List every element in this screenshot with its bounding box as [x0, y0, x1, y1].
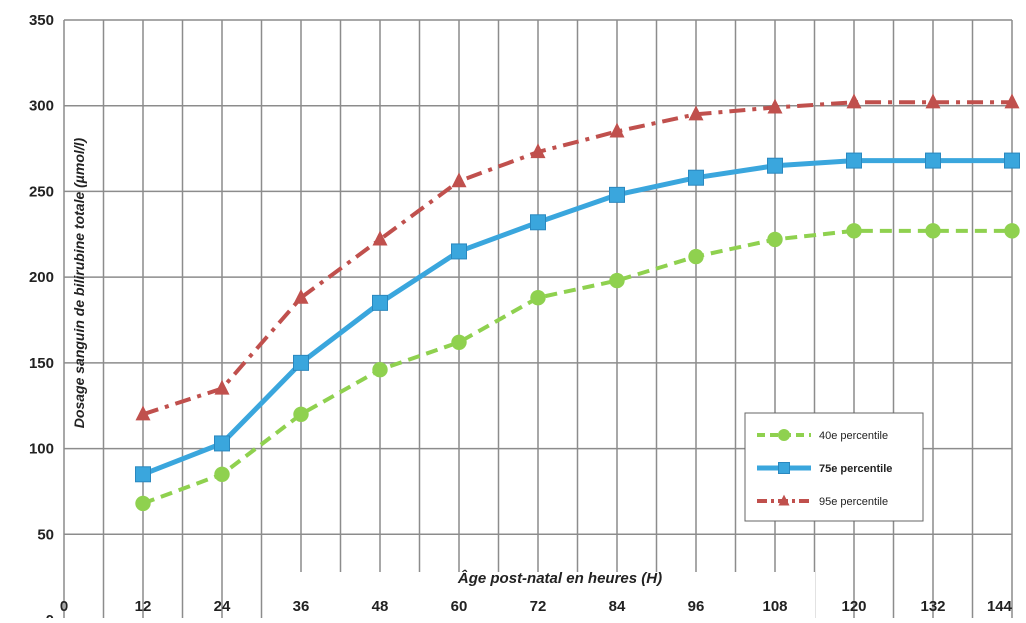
data-point-circle — [688, 248, 704, 265]
x-tick-label: 120 — [841, 598, 866, 615]
y-tick-label: 300 — [29, 98, 54, 115]
data-point-circle — [846, 223, 862, 239]
legend-item: 40e percentile — [757, 428, 888, 442]
data-point-square — [451, 243, 467, 260]
x-tick-label: 72 — [530, 598, 547, 615]
data-point-square — [530, 214, 546, 231]
data-point-circle — [609, 272, 625, 289]
data-point-circle — [767, 231, 783, 248]
data-point-triangle — [925, 93, 941, 109]
data-point-square — [293, 354, 309, 371]
series-95e-percentile — [135, 93, 1020, 421]
data-point-legend-square — [778, 462, 790, 474]
legend-item: 95e percentile — [757, 494, 888, 508]
y-tick-label: 150 — [29, 355, 54, 372]
data-point-triangle — [1004, 93, 1020, 109]
data-point-circle — [451, 334, 467, 350]
series-line — [142, 100, 1012, 417]
data-point-square — [372, 294, 388, 311]
x-tick-label: 24 — [214, 598, 231, 615]
data-point-triangle — [451, 172, 467, 188]
data-point-triangle — [609, 122, 625, 138]
data-point-square — [214, 435, 230, 452]
data-point-circle — [293, 406, 309, 422]
y-tick-label: 200 — [29, 269, 54, 286]
series-line — [142, 158, 1012, 477]
data-point-triangle — [372, 230, 388, 246]
x-tick-label: 36 — [293, 598, 310, 615]
data-point-triangle — [530, 143, 546, 159]
data-point-square — [135, 466, 151, 483]
series-75e-percentile — [135, 152, 1020, 483]
y-axis-tick-labels: 0 50 100 150 200 250 300 350 — [29, 12, 54, 623]
series-line — [142, 228, 1012, 506]
y-tick-label: 100 — [29, 441, 54, 458]
data-point-legend-circle — [777, 428, 791, 442]
legend-item: 75e percentile — [757, 462, 892, 475]
legend-label: 75e percentile — [819, 463, 892, 475]
data-point-circle — [372, 362, 388, 378]
data-point-square — [609, 186, 625, 203]
y-tick-label: 350 — [29, 12, 54, 29]
x-tick-label: 12 — [135, 598, 152, 615]
data-point-square — [1004, 152, 1020, 169]
y-tick-label: 50 — [37, 526, 54, 543]
x-tick-label: 0 — [60, 598, 68, 615]
x-tick-label: 84 — [609, 598, 626, 615]
data-point-triangle — [293, 288, 309, 304]
data-point-triangle — [846, 93, 862, 109]
data-point-circle — [214, 466, 230, 482]
x-tick-label: 144 — [987, 598, 1013, 615]
x-axis-label: Âge post-natal en heures (H) — [457, 569, 662, 587]
data-point-triangle — [767, 98, 783, 114]
x-tick-label: 108 — [762, 598, 787, 615]
data-point-legend-triangle — [778, 494, 790, 506]
data-point-circle — [135, 495, 151, 512]
series-layer — [135, 93, 1020, 512]
y-tick-label: 0 — [46, 612, 54, 618]
y-axis-label: Dosage sanguin de bilirubine totale (µmo… — [71, 137, 87, 428]
x-tick-label: 96 — [688, 598, 705, 615]
data-point-square — [925, 152, 941, 169]
data-point-square — [688, 169, 704, 186]
legend-label: 95e percentile — [819, 496, 888, 508]
series-40e-percentile — [135, 223, 1020, 512]
x-axis-tick-labels: 0 12 24 36 48 60 72 84 96 108 120 132 144 — [60, 598, 1013, 615]
legend-label: 40e percentile — [819, 430, 888, 442]
data-point-triangle — [214, 379, 230, 395]
data-point-triangle — [688, 105, 704, 121]
x-tick-label: 132 — [920, 598, 945, 615]
data-point-circle — [530, 290, 546, 306]
data-point-square — [846, 152, 862, 169]
data-point-circle — [1004, 223, 1020, 239]
legend: 40e percentile 75e percentile 95e percenti… — [744, 412, 924, 522]
data-point-circle — [925, 223, 941, 239]
x-tick-label: 48 — [372, 598, 389, 615]
data-point-triangle — [135, 405, 151, 421]
y-tick-label: 250 — [29, 183, 54, 200]
x-axis-label-background — [270, 572, 815, 618]
x-tick-label: 60 — [451, 598, 468, 615]
data-point-square — [767, 157, 783, 174]
